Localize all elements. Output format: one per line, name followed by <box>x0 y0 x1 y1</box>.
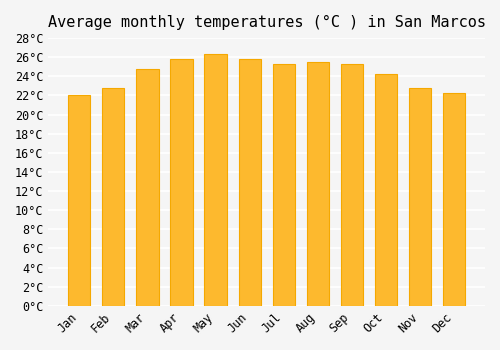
Bar <box>204 54 227 306</box>
Bar <box>170 59 192 306</box>
Bar <box>375 74 397 306</box>
Bar <box>68 96 90 306</box>
Bar <box>238 59 260 306</box>
Bar <box>443 93 465 306</box>
Bar <box>409 88 431 306</box>
Bar <box>102 88 124 306</box>
Bar <box>136 69 158 306</box>
Bar <box>341 64 363 306</box>
Title: Average monthly temperatures (°C ) in San Marcos: Average monthly temperatures (°C ) in Sa… <box>48 15 486 30</box>
Bar <box>306 62 329 306</box>
Bar <box>272 64 295 306</box>
